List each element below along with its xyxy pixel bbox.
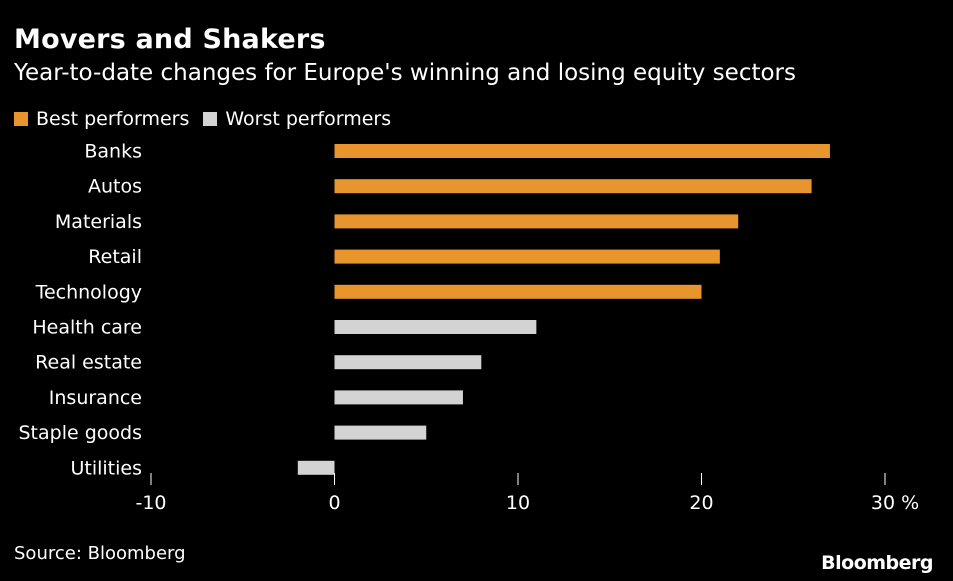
chart-subtitle: Year-to-date changes for Europe's winnin…: [14, 60, 796, 86]
legend-label-worst: Worst performers: [225, 108, 392, 130]
bar-worst: [334, 425, 427, 440]
x-tick-label: 10: [506, 492, 530, 514]
bar-worst: [297, 460, 335, 475]
bar-best: [334, 249, 720, 264]
category-label: Staple goods: [19, 422, 143, 444]
bar-worst: [334, 390, 463, 405]
bar-best: [334, 214, 739, 229]
source-note: Source: Bloomberg: [14, 543, 186, 564]
category-label: Autos: [88, 176, 142, 198]
bar-best: [334, 179, 812, 194]
bar-chart: Banks Autos Materials Retail Technology Healt…: [19, 141, 920, 515]
category-label: Retail: [88, 246, 142, 268]
legend: Best performers Worst performers: [14, 108, 405, 130]
legend-label-best: Best performers: [36, 108, 190, 130]
bar-worst: [334, 320, 537, 334]
category-label: Technology: [35, 281, 142, 303]
x-tick-label: -10: [135, 492, 166, 514]
chart-title: Movers and Shakers: [14, 24, 326, 55]
category-label: Health care: [32, 317, 142, 339]
x-tick-label: 30 %: [871, 492, 919, 514]
category-label: Insurance: [49, 387, 142, 409]
bloomberg-logo: Bloomberg: [821, 552, 933, 574]
category-label: Real estate: [35, 352, 142, 374]
x-tick-label: 20: [689, 492, 713, 514]
bar-best: [334, 284, 702, 299]
bar-best: [334, 144, 830, 158]
bar-worst: [334, 355, 482, 370]
category-label: Banks: [84, 141, 142, 163]
legend-item-best: Best performers: [14, 108, 189, 130]
x-tick-label: 0: [328, 492, 340, 514]
legend-item-worst: Worst performers: [203, 108, 391, 130]
legend-swatch-best: [14, 112, 28, 126]
legend-swatch-worst: [203, 112, 218, 126]
category-label: Utilities: [70, 457, 142, 479]
category-label: Materials: [55, 211, 142, 233]
